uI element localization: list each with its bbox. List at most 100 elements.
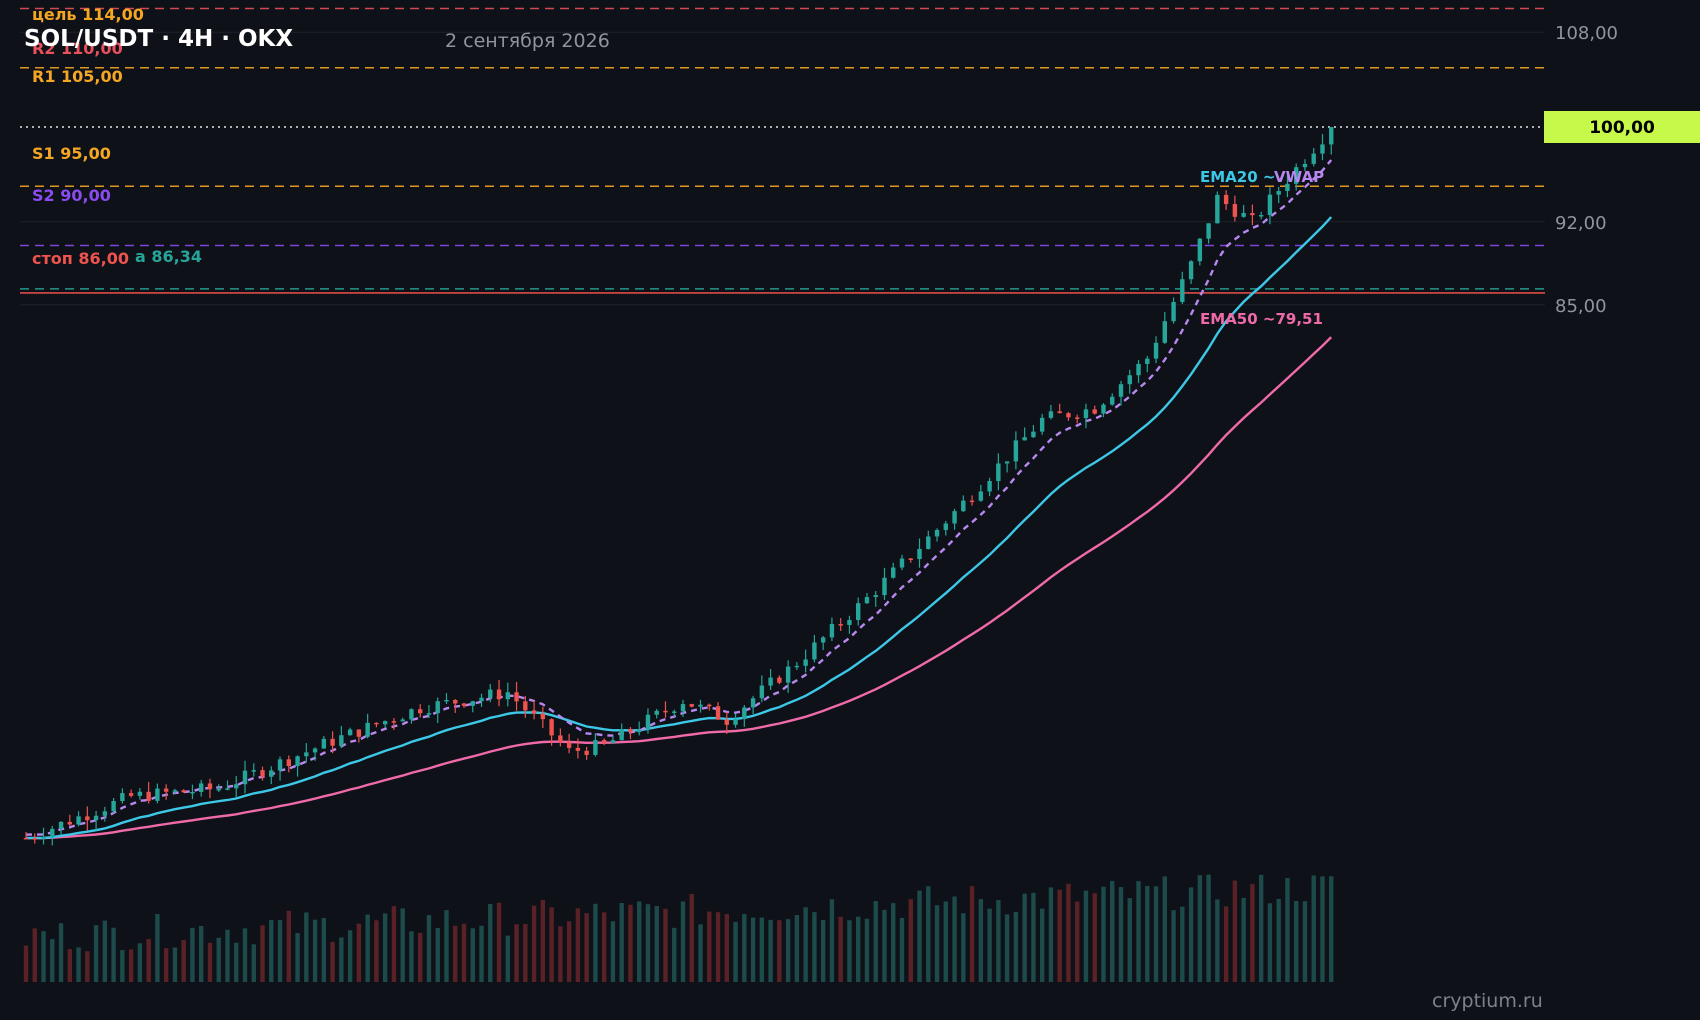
candle-body bbox=[1118, 384, 1124, 397]
candle-body bbox=[523, 701, 528, 711]
candle-body bbox=[1048, 411, 1054, 418]
candle-body bbox=[461, 703, 467, 706]
candle-body bbox=[111, 800, 116, 812]
volume-bar bbox=[943, 901, 948, 982]
volume-bar bbox=[961, 913, 966, 982]
volume-bar bbox=[76, 947, 81, 982]
volume-bar bbox=[1302, 901, 1308, 982]
candle-body bbox=[1285, 183, 1290, 192]
volume-bar bbox=[628, 904, 633, 982]
candle-body bbox=[1311, 153, 1316, 164]
candle-body bbox=[610, 740, 616, 744]
candle-body bbox=[347, 729, 353, 736]
chart-date: 2 сентября 2026 bbox=[445, 30, 610, 52]
volume-bar bbox=[1083, 890, 1089, 982]
volume-bar bbox=[838, 916, 843, 982]
candle-body bbox=[601, 740, 607, 744]
volume-bar bbox=[1267, 903, 1273, 982]
volume-bar bbox=[987, 908, 992, 982]
volume-bar bbox=[85, 951, 90, 982]
candle-body bbox=[93, 815, 99, 821]
candle-body bbox=[628, 729, 633, 733]
volume-bar bbox=[742, 914, 747, 982]
volume-bar bbox=[637, 901, 642, 982]
volume-bar bbox=[190, 927, 195, 982]
volume-bar bbox=[67, 949, 72, 982]
volume-bar bbox=[120, 950, 125, 982]
candle-body bbox=[76, 816, 81, 825]
candle-body bbox=[873, 595, 878, 598]
ema20-label: EMA20 ~ bbox=[1200, 168, 1275, 186]
volume-bar bbox=[374, 920, 379, 982]
volume-bar bbox=[356, 923, 362, 982]
candle-body bbox=[479, 697, 484, 702]
volume-bar bbox=[461, 923, 467, 982]
volume-bar bbox=[645, 904, 651, 982]
volume-bar bbox=[1048, 887, 1054, 982]
volume-bar bbox=[479, 925, 484, 982]
candle-body bbox=[1232, 204, 1238, 217]
volume-bar bbox=[549, 907, 554, 982]
volume-bar bbox=[680, 901, 686, 982]
volume-bar bbox=[969, 886, 975, 982]
candle-body bbox=[934, 529, 940, 537]
candle-body bbox=[435, 701, 440, 714]
candle-body bbox=[882, 577, 887, 596]
volume-bar bbox=[234, 942, 239, 982]
grid bbox=[20, 31, 1545, 306]
volume-bar bbox=[1250, 884, 1255, 982]
candle-body bbox=[803, 659, 808, 666]
candle-body bbox=[242, 770, 248, 785]
candle-body bbox=[312, 748, 318, 753]
price-levels bbox=[20, 7, 1545, 294]
volume-bar bbox=[566, 921, 572, 982]
volume-bar bbox=[917, 890, 922, 982]
volume-bar bbox=[418, 932, 423, 982]
volume-bar bbox=[199, 925, 204, 982]
candle-body bbox=[777, 677, 782, 683]
candle-body bbox=[1188, 261, 1194, 280]
candle-body bbox=[58, 821, 64, 829]
volume-bar bbox=[1171, 910, 1176, 982]
candle-body bbox=[453, 699, 458, 704]
volume-bar bbox=[1223, 906, 1229, 982]
volume-bar bbox=[1145, 885, 1150, 982]
candle-body bbox=[996, 463, 1001, 482]
volume-bar bbox=[1004, 914, 1010, 982]
candle-body bbox=[794, 665, 800, 668]
volume-bar bbox=[812, 912, 817, 982]
candle-body bbox=[768, 677, 773, 686]
volume-bar bbox=[1276, 898, 1281, 982]
candle-body bbox=[540, 713, 546, 720]
candle-body bbox=[181, 790, 186, 793]
candle-body bbox=[295, 756, 300, 767]
volume-bar bbox=[23, 945, 29, 982]
volume-bar bbox=[978, 899, 984, 982]
candle-body bbox=[952, 511, 957, 524]
candle-body bbox=[1250, 213, 1255, 216]
candle-body bbox=[672, 711, 677, 713]
volume-bar bbox=[216, 937, 221, 982]
candle-body bbox=[645, 714, 651, 730]
candle-body bbox=[978, 491, 984, 501]
candle-body bbox=[1302, 163, 1308, 168]
candle-body bbox=[593, 740, 598, 755]
candle-body bbox=[514, 692, 519, 702]
candle-body bbox=[496, 689, 502, 700]
volume-bar bbox=[531, 905, 537, 982]
candle-body bbox=[785, 666, 791, 683]
candle-body bbox=[444, 699, 449, 702]
volume-bar bbox=[864, 918, 870, 982]
volume-bar bbox=[1092, 893, 1097, 982]
candle-body bbox=[1162, 321, 1167, 343]
candle-body bbox=[663, 710, 668, 713]
volume-bar bbox=[856, 916, 861, 982]
volume-bar bbox=[269, 919, 274, 982]
volume-bar bbox=[899, 917, 905, 982]
volume-bar bbox=[128, 949, 134, 982]
candle-body bbox=[339, 735, 344, 746]
candle-body bbox=[120, 793, 125, 801]
candle-body bbox=[1101, 404, 1106, 414]
volume-bar bbox=[32, 928, 37, 982]
candle-body bbox=[190, 791, 195, 794]
